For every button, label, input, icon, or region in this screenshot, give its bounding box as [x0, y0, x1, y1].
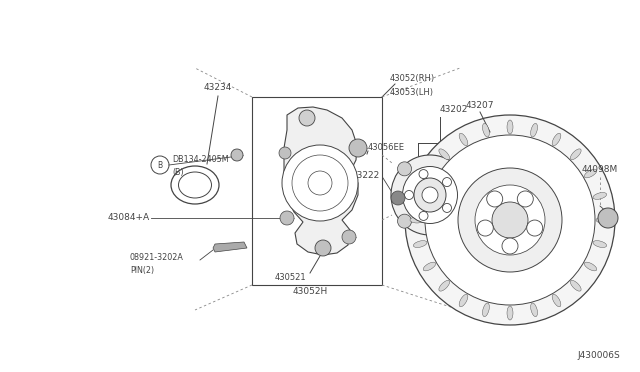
Ellipse shape — [459, 133, 468, 146]
Bar — [252, 97, 382, 285]
Text: 43053(LH): 43053(LH) — [390, 87, 434, 96]
Circle shape — [342, 230, 356, 244]
Ellipse shape — [423, 169, 436, 178]
Ellipse shape — [442, 177, 451, 187]
Text: DB134-2405M: DB134-2405M — [172, 154, 228, 164]
Circle shape — [492, 202, 528, 238]
Ellipse shape — [584, 169, 596, 178]
Circle shape — [282, 145, 358, 221]
Ellipse shape — [507, 120, 513, 134]
Text: 08921-3202A: 08921-3202A — [130, 253, 184, 263]
Ellipse shape — [570, 280, 581, 291]
Circle shape — [280, 211, 294, 225]
Ellipse shape — [442, 203, 451, 212]
Ellipse shape — [507, 306, 513, 320]
Circle shape — [422, 187, 438, 203]
Ellipse shape — [552, 294, 561, 307]
Ellipse shape — [410, 217, 424, 223]
Ellipse shape — [483, 124, 490, 137]
Ellipse shape — [459, 294, 468, 307]
Circle shape — [486, 191, 502, 207]
Ellipse shape — [439, 280, 450, 291]
Circle shape — [527, 220, 543, 236]
Ellipse shape — [423, 262, 436, 271]
Circle shape — [397, 214, 412, 228]
Text: 43052H: 43052H — [292, 288, 328, 296]
Circle shape — [405, 115, 615, 325]
Circle shape — [458, 168, 562, 272]
Circle shape — [397, 162, 412, 176]
Text: 44098M: 44098M — [582, 166, 618, 174]
Circle shape — [449, 214, 463, 228]
Circle shape — [475, 185, 545, 255]
Ellipse shape — [413, 193, 427, 199]
Circle shape — [279, 147, 291, 159]
Text: 43222: 43222 — [352, 170, 380, 180]
Ellipse shape — [404, 190, 413, 199]
Ellipse shape — [531, 303, 538, 317]
Ellipse shape — [439, 149, 450, 160]
Ellipse shape — [552, 133, 561, 146]
Ellipse shape — [413, 241, 427, 247]
Text: 43202: 43202 — [440, 106, 468, 115]
Ellipse shape — [593, 193, 607, 199]
Ellipse shape — [419, 170, 428, 179]
Ellipse shape — [596, 217, 610, 223]
Text: 430521: 430521 — [274, 273, 306, 282]
Text: J430006S: J430006S — [577, 350, 620, 359]
Circle shape — [299, 110, 315, 126]
Text: PIN(2): PIN(2) — [130, 266, 154, 276]
Ellipse shape — [584, 262, 596, 271]
Text: B: B — [157, 160, 163, 170]
Ellipse shape — [570, 149, 581, 160]
Ellipse shape — [593, 241, 607, 247]
Circle shape — [315, 240, 331, 256]
Circle shape — [477, 220, 493, 236]
Ellipse shape — [414, 178, 446, 212]
Circle shape — [598, 208, 618, 228]
Circle shape — [231, 149, 243, 161]
Polygon shape — [213, 242, 247, 252]
Circle shape — [349, 139, 367, 157]
Ellipse shape — [419, 211, 428, 221]
Circle shape — [502, 238, 518, 254]
Polygon shape — [284, 107, 358, 255]
Text: 43052(RH): 43052(RH) — [390, 74, 435, 83]
Text: 43207: 43207 — [466, 100, 494, 109]
Ellipse shape — [403, 167, 458, 224]
Text: (B): (B) — [172, 167, 184, 176]
Text: 43056EE: 43056EE — [368, 144, 405, 153]
Ellipse shape — [391, 155, 469, 235]
Ellipse shape — [483, 303, 490, 317]
Circle shape — [517, 191, 533, 207]
Circle shape — [425, 135, 595, 305]
Circle shape — [449, 162, 463, 176]
Ellipse shape — [531, 124, 538, 137]
Text: 43234: 43234 — [204, 83, 232, 93]
Circle shape — [391, 191, 405, 205]
Text: 43084+A: 43084+A — [108, 214, 150, 222]
